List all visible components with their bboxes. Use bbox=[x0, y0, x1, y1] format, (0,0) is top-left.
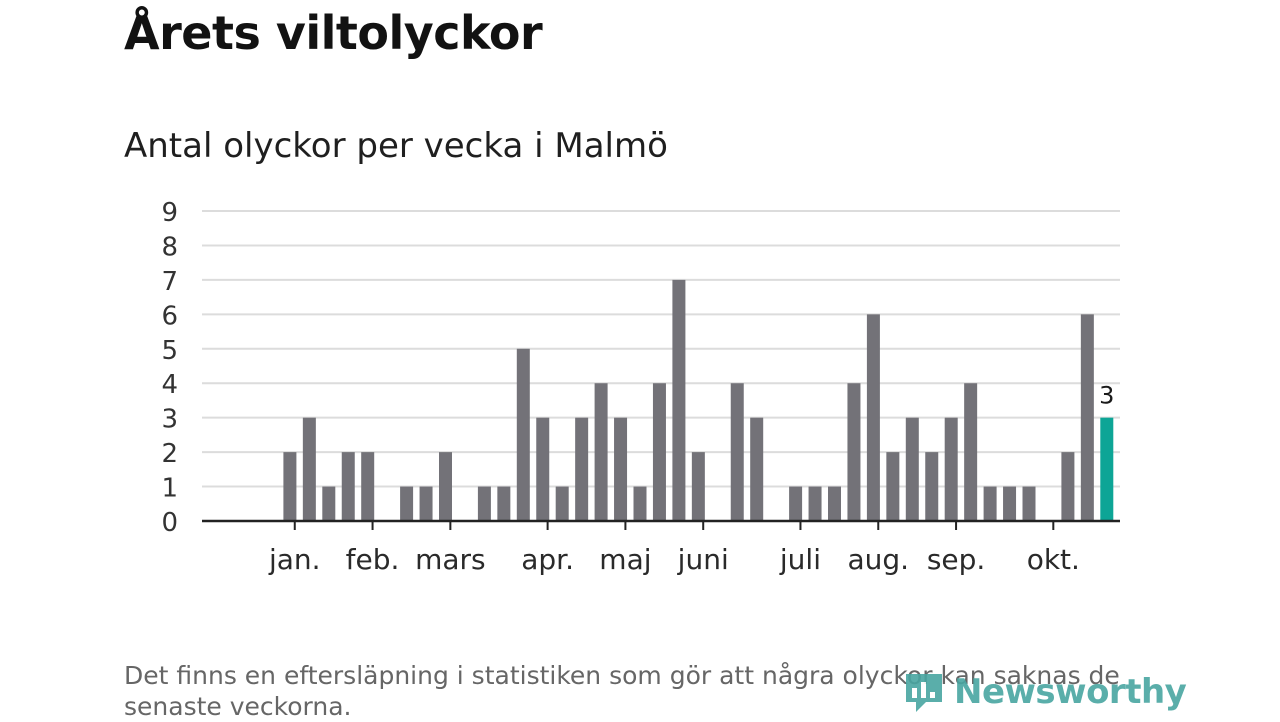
x-tick-label: maj bbox=[599, 543, 651, 576]
y-tick-label: 2 bbox=[161, 439, 178, 469]
bar bbox=[477, 486, 491, 521]
y-tick-label: 8 bbox=[161, 232, 178, 262]
bars bbox=[283, 279, 1114, 521]
bar bbox=[575, 417, 589, 521]
data-labels: 3 bbox=[1099, 382, 1114, 410]
bar bbox=[322, 486, 336, 521]
bar bbox=[944, 417, 958, 521]
bar bbox=[964, 383, 978, 521]
chart-title: Årets viltolyckor bbox=[124, 6, 543, 60]
bar bbox=[789, 486, 803, 521]
x-tick-label: jan. bbox=[268, 543, 321, 576]
bar bbox=[400, 486, 414, 521]
bar bbox=[866, 314, 880, 521]
bar bbox=[614, 417, 628, 521]
footnote: Det finns en eftersläpning i statistiken… bbox=[124, 661, 1120, 721]
bar bbox=[886, 452, 900, 521]
bar bbox=[341, 452, 355, 521]
x-tick-label: feb. bbox=[346, 543, 400, 576]
y-axis-ticks: 0 1 2 3 4 5 6 7 8 9 bbox=[161, 198, 178, 538]
brand-logo: Newsworthy bbox=[902, 670, 1187, 714]
y-tick-label: 0 bbox=[161, 508, 178, 538]
y-tick-label: 5 bbox=[161, 336, 178, 366]
bar bbox=[1003, 486, 1017, 521]
x-tick-label: juli bbox=[779, 543, 821, 576]
y-tick-label: 1 bbox=[161, 474, 178, 504]
bar bbox=[361, 452, 375, 521]
bar bbox=[905, 417, 919, 521]
bar bbox=[925, 452, 939, 521]
bar bbox=[516, 348, 530, 521]
bar bbox=[1080, 314, 1094, 521]
x-tick-label: mars bbox=[415, 543, 486, 576]
bar bbox=[750, 417, 764, 521]
y-tick-label: 6 bbox=[161, 301, 178, 331]
bar bbox=[1022, 486, 1036, 521]
bar bbox=[847, 383, 861, 521]
bar bbox=[302, 417, 316, 521]
bar bbox=[691, 452, 705, 521]
brand-name: Newsworthy bbox=[954, 672, 1187, 712]
x-tick-label: aug. bbox=[847, 543, 909, 576]
bar bbox=[983, 486, 997, 521]
bar bbox=[808, 486, 822, 521]
bar bbox=[594, 383, 608, 521]
y-tick-label: 7 bbox=[161, 267, 178, 297]
y-tick-label: 4 bbox=[161, 370, 178, 400]
bar bbox=[1061, 452, 1075, 521]
bar bbox=[497, 486, 511, 521]
bar bbox=[283, 452, 297, 521]
bar bbox=[828, 486, 841, 521]
x-tick-label: juni bbox=[677, 543, 729, 576]
highlight-data-label: 3 bbox=[1099, 382, 1114, 410]
bar bbox=[730, 383, 744, 521]
bar bbox=[672, 279, 686, 521]
bar-chart-logo-icon bbox=[906, 674, 942, 712]
y-tick-label: 3 bbox=[161, 405, 178, 435]
bar-highlight bbox=[1100, 417, 1114, 521]
x-tick-label: sep. bbox=[927, 543, 986, 576]
bar bbox=[633, 486, 647, 521]
chart-subtitle: Antal olyckor per vecka i Malmö bbox=[124, 126, 668, 166]
x-axis-ticks: jan. feb. mars apr. maj juni juli aug. sep. okt. bbox=[268, 521, 1080, 576]
y-tick-label: 9 bbox=[161, 198, 178, 228]
x-tick-label: apr. bbox=[521, 543, 574, 576]
bar bbox=[555, 486, 569, 521]
x-tick-label: okt. bbox=[1027, 543, 1080, 576]
bar bbox=[439, 452, 452, 521]
bar bbox=[419, 486, 433, 521]
bar bbox=[536, 417, 550, 521]
bar bbox=[652, 383, 666, 521]
